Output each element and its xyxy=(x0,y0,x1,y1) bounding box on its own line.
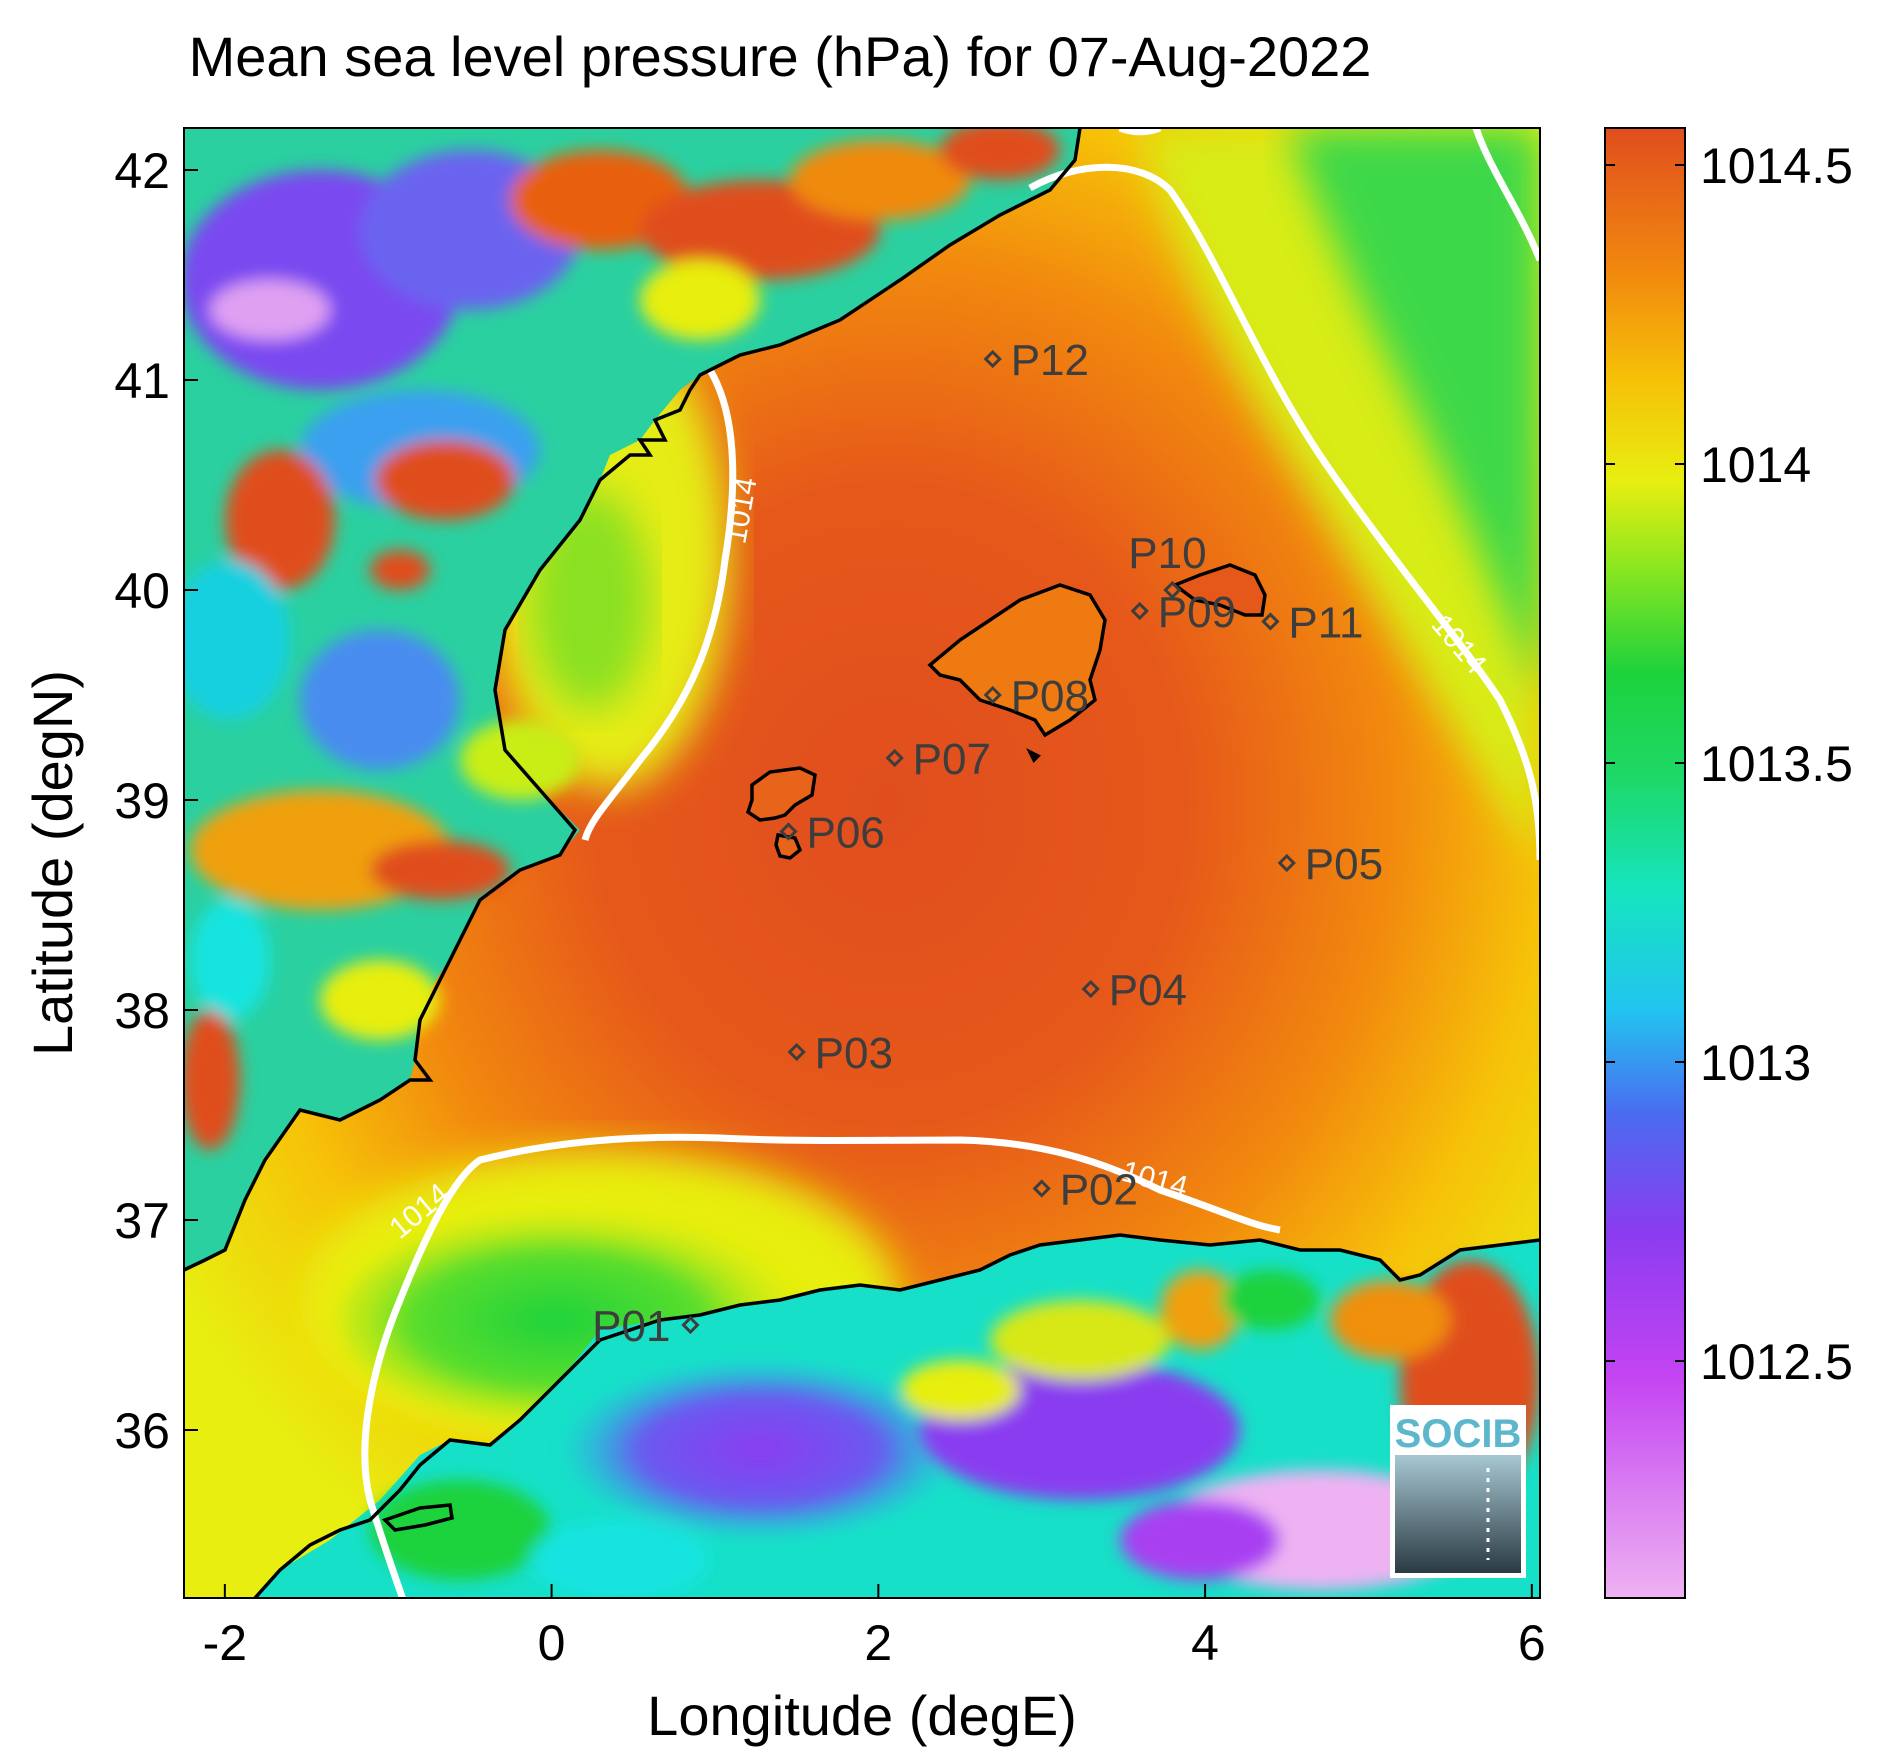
colorbar-tick-label: 1014 xyxy=(1700,437,1811,493)
y-axis-label: Latitude (degN) xyxy=(21,670,84,1056)
socib-logo-text: SOCIB xyxy=(1395,1412,1522,1456)
balearic-islands xyxy=(745,563,1267,860)
y-tick-label: 39 xyxy=(114,773,170,829)
x-tick-label: -2 xyxy=(203,1615,247,1671)
colorbar-tick-label: 1012.5 xyxy=(1700,1334,1853,1390)
island-mallorca xyxy=(927,583,1107,738)
station-label: P10 xyxy=(1128,529,1206,578)
station-label: P04 xyxy=(1109,966,1187,1015)
island-ibiza xyxy=(745,766,817,822)
x-tick-label: 6 xyxy=(1518,1615,1546,1671)
x-axis: -2 0 2 4 6 xyxy=(203,1584,1546,1671)
station-label: P11 xyxy=(1288,599,1363,648)
colorbar: 1014.5 1014 1013.5 1013 1012.5 xyxy=(1604,127,1853,1599)
colorbar-tick-label: 1013 xyxy=(1700,1035,1811,1091)
colorbar-tick-label: 1013.5 xyxy=(1700,736,1853,792)
station-marker xyxy=(1277,853,1296,873)
map-field: 1014 1014 1014 1014 P01P02P03P04P05P06P0… xyxy=(184,128,1540,1598)
station-marker xyxy=(1163,580,1182,600)
station-marker xyxy=(779,822,798,841)
station-label: P05 xyxy=(1305,840,1383,889)
colorbar-tick-label: 1014.5 xyxy=(1700,138,1853,194)
island-formentera xyxy=(774,832,803,860)
station-label: P07 xyxy=(913,735,991,784)
station-marker xyxy=(787,1042,806,1062)
x-tick-label: 2 xyxy=(864,1615,892,1671)
station-marker xyxy=(681,1315,700,1335)
station-label: P02 xyxy=(1060,1166,1138,1215)
station-marker xyxy=(1081,979,1100,999)
x-axis-label: Longitude (degE) xyxy=(647,1684,1077,1747)
y-tick-label: 42 xyxy=(114,143,170,199)
station-label: P03 xyxy=(815,1029,893,1078)
colorbar-scale xyxy=(1604,127,1686,1599)
y-axis: 36 37 38 39 40 41 42 xyxy=(114,143,198,1459)
station-marker xyxy=(1261,612,1280,631)
station-label: P08 xyxy=(1011,672,1089,721)
x-tick-label: 4 xyxy=(1191,1615,1219,1671)
station-marker xyxy=(1130,601,1149,621)
y-tick-label: 38 xyxy=(114,983,170,1039)
colorbar-ticks: 1014.5 1014 1013.5 1013 1012.5 xyxy=(1605,138,1853,1390)
y-tick-label: 41 xyxy=(114,353,170,409)
plot-frame xyxy=(183,127,1541,1599)
station-label: P06 xyxy=(806,809,884,858)
coastline xyxy=(184,128,1540,1598)
y-tick-label: 40 xyxy=(114,563,170,619)
y-tick-label: 37 xyxy=(114,1193,170,1249)
map-title: Mean sea level pressure (hPa) for 07-Aug… xyxy=(188,25,1372,88)
station-marker xyxy=(885,748,904,768)
station-label: P01 xyxy=(592,1302,670,1351)
station-marker xyxy=(983,685,1002,705)
socib-logo: SOCIB xyxy=(1390,1405,1526,1578)
x-tick-label: 0 xyxy=(538,1615,566,1671)
station-label: P12 xyxy=(1011,336,1089,385)
station-marker xyxy=(1032,1179,1051,1198)
y-tick-label: 36 xyxy=(114,1403,170,1459)
station-marker xyxy=(983,349,1002,369)
island-menorca xyxy=(1171,563,1267,617)
isobar-1014 xyxy=(361,128,1540,1598)
